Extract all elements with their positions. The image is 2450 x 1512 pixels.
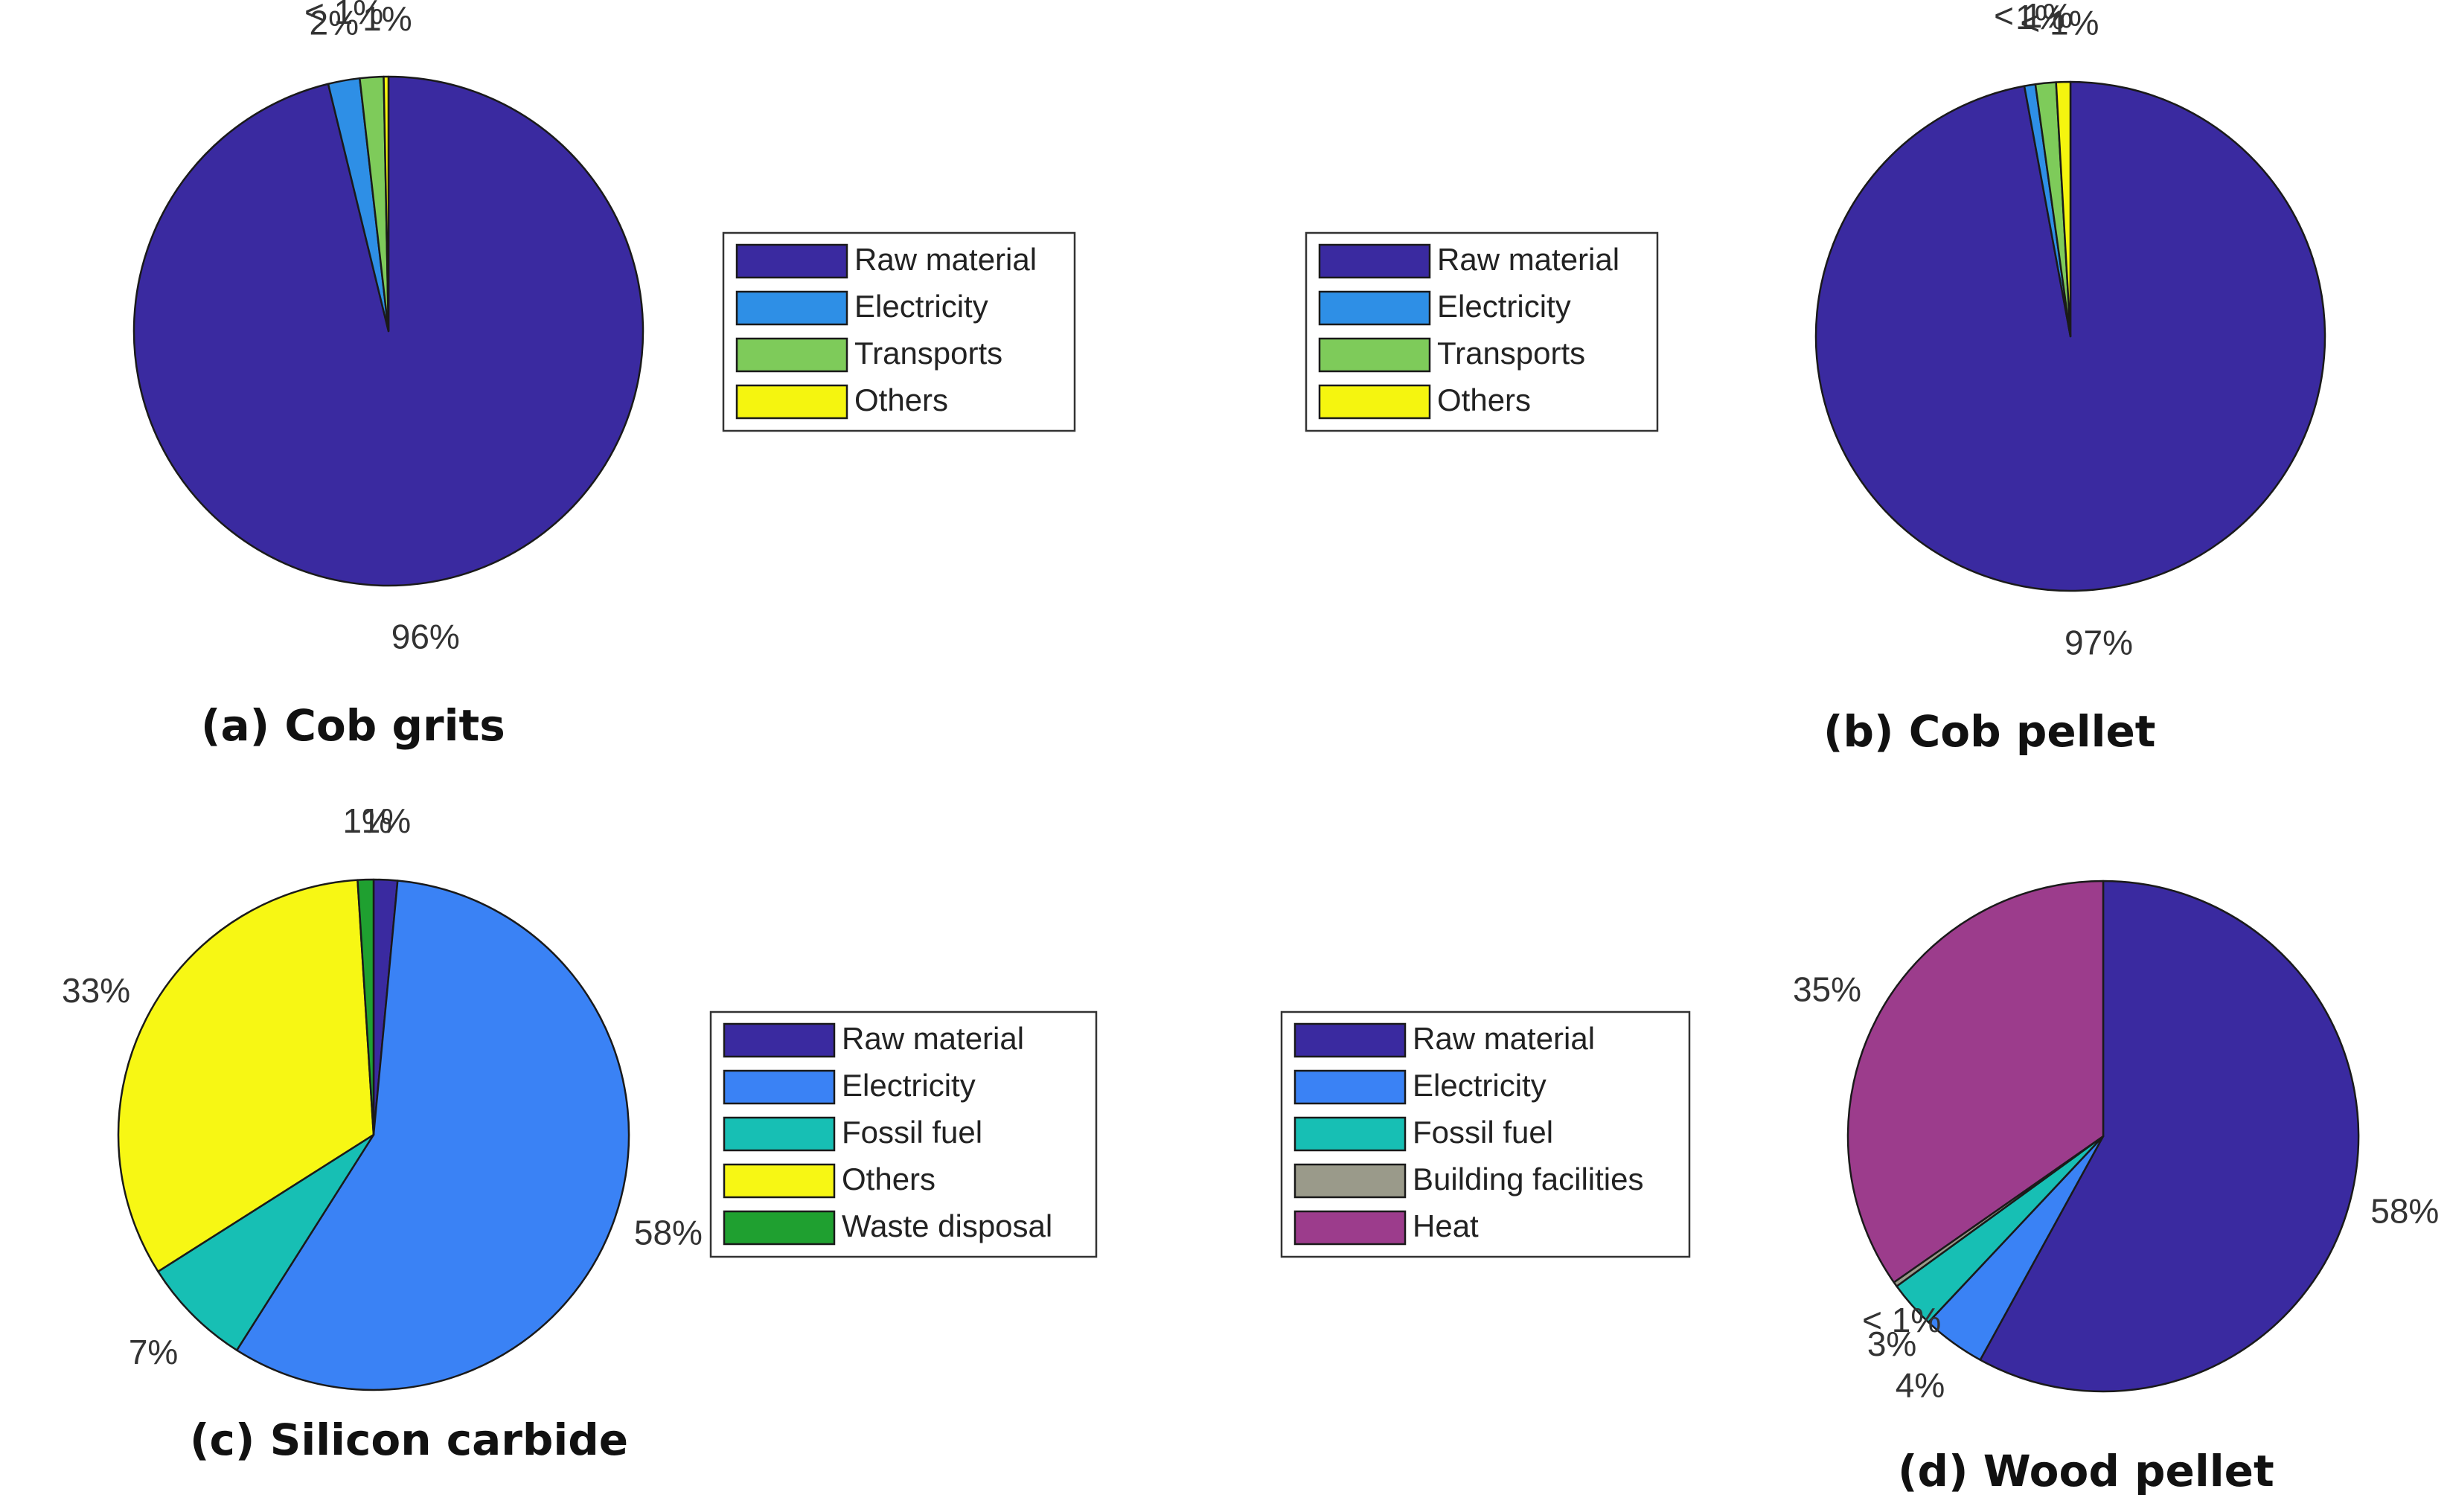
- legend-swatch-transports: [1318, 337, 1431, 373]
- data-label-raw-material: 97%: [2064, 624, 2133, 662]
- legend-swatch-raw-material: [1318, 243, 1431, 279]
- legend-swatch-fossil-fuel: [723, 1116, 836, 1152]
- pie-slice-electricity: [235, 880, 630, 1391]
- legend-label-others: Others: [842, 1162, 935, 1197]
- legend-swatch-heat: [1293, 1210, 1407, 1246]
- data-label-electricity: 58%: [634, 1214, 703, 1252]
- data-label-building-facilities: < 1%: [1862, 1301, 1941, 1339]
- legend-label-raw-material: Raw material: [1437, 242, 1619, 277]
- data-label-transports: 1%: [2015, 0, 2064, 36]
- legend-swatch-electricity: [1293, 1069, 1407, 1105]
- legend-swatch-electricity: [1318, 290, 1431, 326]
- legend-swatch-waste-disposal: [723, 1210, 836, 1246]
- data-label-fossil-fuel: 7%: [129, 1333, 178, 1371]
- legend-label-raw-material: Raw material: [854, 242, 1037, 277]
- legend-swatch-others: [735, 384, 848, 420]
- legend-label-electricity: Electricity: [1413, 1068, 1547, 1103]
- legend-swatch-others: [723, 1163, 836, 1199]
- legend-swatch-raw-material: [735, 243, 848, 279]
- legend-swatch-raw-material: [723, 1022, 836, 1058]
- legend-cob-pellet: Raw material Electricity Transports Others: [1305, 231, 1659, 432]
- pie-chart-cob-grits: 96% 2% 1%< 1%: [132, 0, 645, 656]
- pie-slice-others: [117, 879, 375, 1273]
- legend-swatch-building-facilities: [1293, 1163, 1407, 1199]
- pie-chart-wood-pellet: 58% 4%3%< 1% 35%: [1793, 880, 2439, 1405]
- legend-wood-pellet: Raw material Electricity Fossil fuel Buildi…: [1280, 1010, 1691, 1258]
- pie-slice-others: [383, 75, 390, 333]
- pie-slice-fossil-fuel: [157, 1133, 375, 1351]
- pie-chart-cob-pellet: 97% < 1%1%< 1%: [1814, 0, 2326, 662]
- data-label-others: 33%: [62, 971, 130, 1010]
- data-label-waste-disposal: 1%: [362, 801, 411, 840]
- legend-label-others: Others: [854, 382, 948, 417]
- data-label-raw-material: 96%: [391, 617, 460, 656]
- data-label-electricity: 2%: [310, 3, 359, 42]
- legend-swatch-others: [1318, 384, 1431, 420]
- data-label-raw-material: 58%: [2370, 1191, 2439, 1230]
- legend-swatch-transports: [735, 337, 848, 373]
- data-label-heat: 35%: [1793, 970, 1861, 1009]
- legend-label-building-facilities: Building facilities: [1413, 1162, 1644, 1197]
- legend-cob-grits: Raw material Electricity Transports Others: [722, 231, 1076, 432]
- data-label-electricity: < 1%: [2020, 3, 2099, 42]
- legend-label-heat: Heat: [1413, 1208, 1479, 1243]
- pie-chart-silicon-carbide: 1% 58% 7% 33% 1%: [62, 801, 703, 1391]
- legend-label-fossil-fuel: Fossil fuel: [1413, 1115, 1553, 1150]
- data-label-others: < 1%: [304, 0, 383, 31]
- pie-slice-waste-disposal: [356, 878, 375, 1136]
- legend-label-transports: Transports: [1437, 336, 1585, 371]
- pie-slice-raw-material: [1979, 880, 2360, 1393]
- data-label-fossil-fuel: 3%: [1867, 1324, 1916, 1363]
- data-label-electricity: 4%: [1896, 1366, 1945, 1405]
- legend-label-waste-disposal: Waste disposal: [842, 1208, 1052, 1243]
- legend-label-raw-material: Raw material: [842, 1021, 1024, 1056]
- legend-swatch-electricity: [723, 1069, 836, 1105]
- legend-label-others: Others: [1437, 382, 1531, 417]
- legend-label-electricity: Electricity: [842, 1068, 976, 1103]
- caption-silicon-carbide: (c) Silicon carbide: [190, 1415, 628, 1465]
- caption-cob-grits: (a) Cob grits: [201, 700, 505, 751]
- legend-label-electricity: Electricity: [854, 289, 988, 324]
- data-label-transports: 1%: [362, 0, 412, 38]
- legend-swatch-electricity: [735, 290, 848, 326]
- legend-label-raw-material: Raw material: [1413, 1021, 1595, 1056]
- legend-label-transports: Transports: [854, 336, 1002, 371]
- legend-label-fossil-fuel: Fossil fuel: [842, 1115, 982, 1150]
- legend-swatch-raw-material: [1293, 1022, 1407, 1058]
- pie-slice-heat: [1846, 880, 2105, 1284]
- legend-swatch-fossil-fuel: [1293, 1116, 1407, 1152]
- data-label-raw-material: 1%: [342, 801, 391, 840]
- legend-label-electricity: Electricity: [1437, 289, 1571, 324]
- data-label-others: < 1%: [1994, 0, 2073, 35]
- caption-wood-pellet: (d) Wood pellet: [1898, 1446, 2274, 1496]
- pie-slice-others: [2055, 80, 2072, 338]
- caption-cob-pellet: (b) Cob pellet: [1823, 706, 2156, 757]
- legend-silicon-carbide: Raw material Electricity Fossil fuel Others…: [709, 1010, 1098, 1258]
